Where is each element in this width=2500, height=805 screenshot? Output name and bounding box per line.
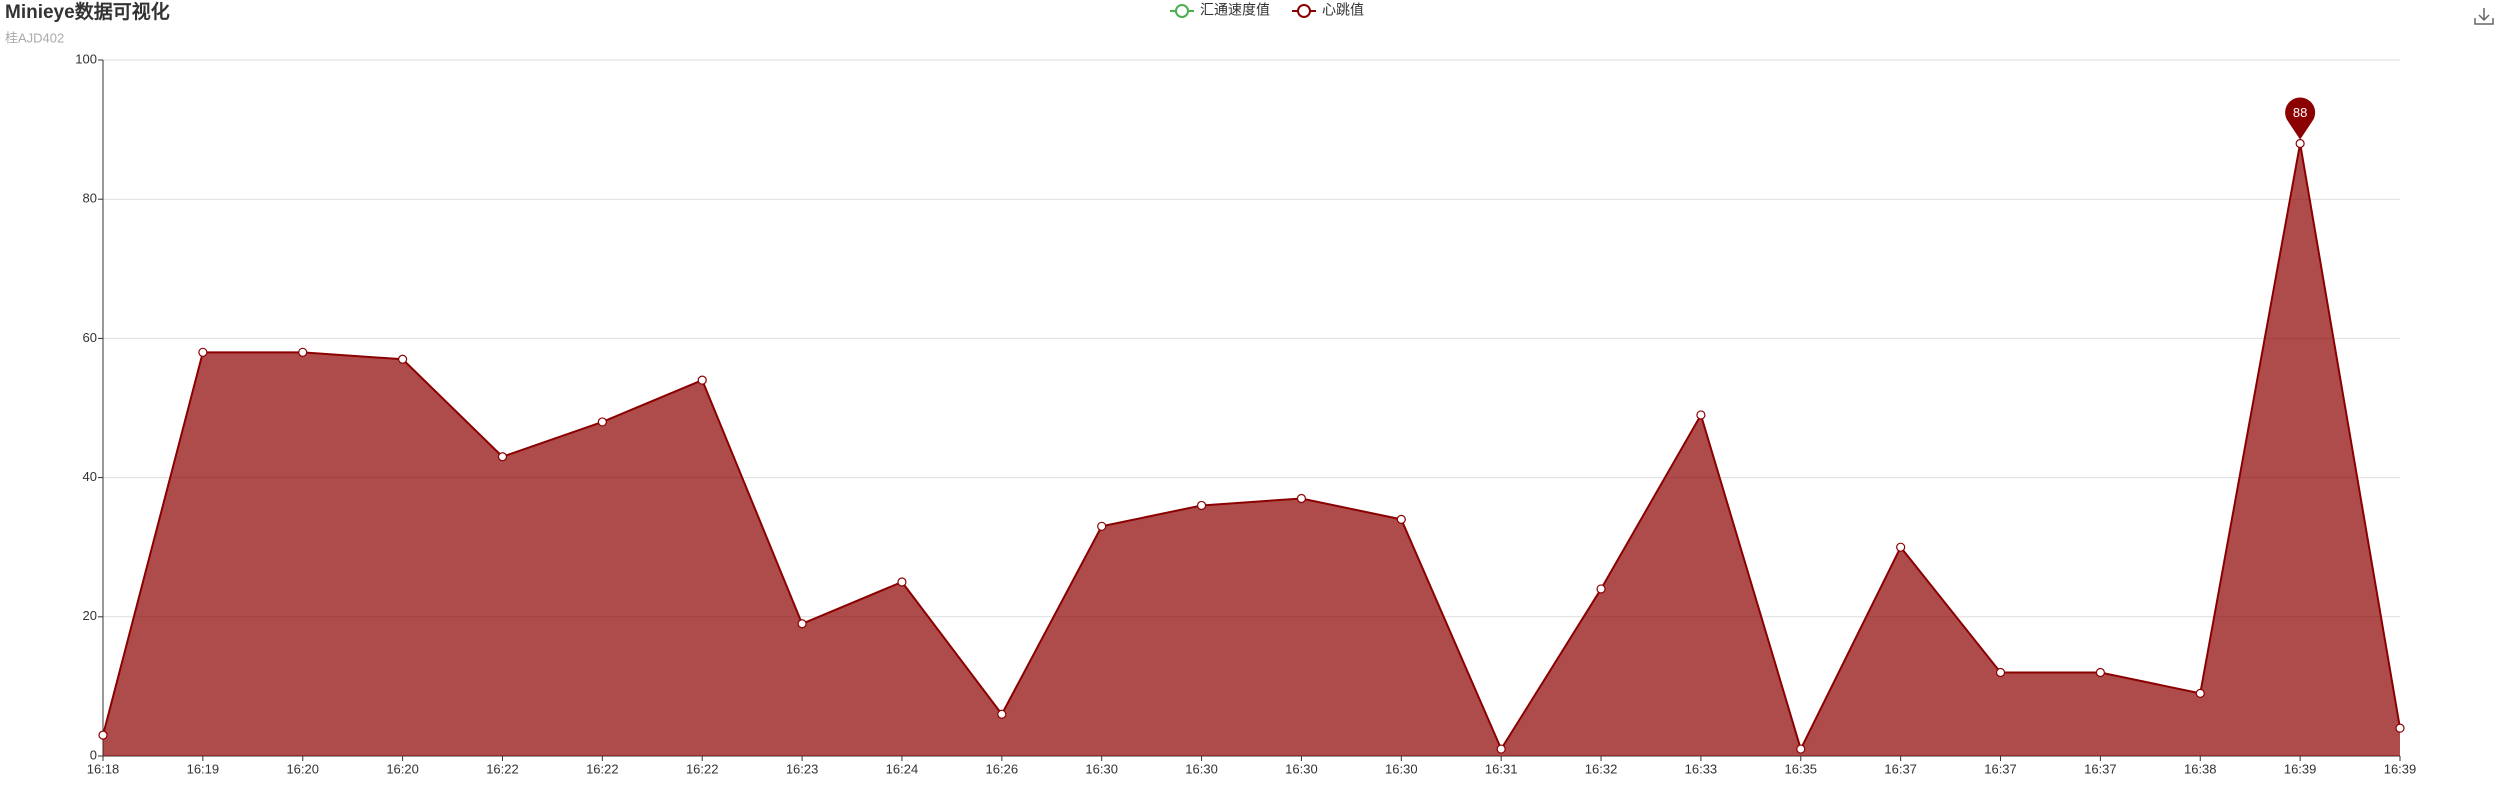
point (797, 619, 807, 629)
x-tick-label: 16:32 (1585, 761, 1618, 776)
point (1496, 744, 1506, 754)
x-tick-label: 16:31 (1485, 761, 1518, 776)
point (1896, 542, 1906, 552)
legend-symbol (1175, 4, 1189, 18)
x-tick-label: 16:35 (1785, 761, 1818, 776)
y-tick-label: 20 (83, 608, 97, 623)
x-tick-label: 16:19 (187, 761, 220, 776)
download-glyph[interactable] (2474, 8, 2494, 25)
point (2095, 667, 2105, 678)
point (298, 347, 308, 357)
max-pin (2285, 97, 2316, 140)
x-tick-label: 16:37 (2084, 761, 2117, 776)
point (398, 354, 408, 364)
legend-label: 汇通速度值 (1200, 2, 1270, 18)
x-tick-label: 16:30 (1085, 761, 1118, 776)
chart-subtitle: 桂AJD402 (5, 30, 64, 45)
point (997, 709, 1007, 719)
legend-symbol (1297, 4, 1311, 18)
x-tick-label: 16:37 (1984, 761, 2017, 776)
area (103, 143, 2400, 756)
legend-label: 心跳值 (1322, 2, 1364, 18)
x-tick-label: 16:39 (2384, 761, 2417, 776)
point (98, 730, 108, 740)
x-tick-label: 16:26 (986, 761, 1019, 776)
x-tick-label: 16:30 (1385, 761, 1418, 776)
x-tick-label: 16:23 (786, 761, 819, 776)
point (497, 452, 508, 462)
point (198, 347, 208, 357)
x-tick-label: 16:22 (486, 761, 519, 776)
point (2295, 138, 2305, 149)
x-tick-label: 16:22 (686, 761, 719, 776)
x-tick-label: 16:39 (2284, 761, 2317, 776)
x-tick-label: 16:18 (87, 761, 120, 776)
x-tick-label: 16:38 (2184, 761, 2217, 776)
point (1796, 744, 1806, 754)
x-tick-label: 16:20 (286, 761, 319, 776)
y-tick-label: 80 (83, 191, 97, 206)
point (1196, 500, 1207, 511)
x-tick-label: 16:20 (386, 761, 419, 776)
y-tick-label: 60 (83, 330, 97, 345)
point (1296, 493, 1307, 504)
max-label: 88 (2293, 105, 2307, 120)
point (2195, 688, 2205, 698)
y-tick-label: 0 (90, 747, 97, 762)
x-tick-label: 16:37 (1884, 761, 1917, 776)
point (1696, 410, 1706, 420)
x-tick-label: 16:22 (586, 761, 619, 776)
point (1995, 667, 2006, 678)
x-tick-label: 16:30 (1285, 761, 1318, 776)
chart-title: Minieye数据可视化 (5, 0, 170, 23)
x-tick-label: 16:30 (1185, 761, 1218, 776)
point (897, 577, 907, 587)
y-tick-label: 100 (75, 51, 97, 66)
x-tick-label: 16:33 (1685, 761, 1718, 776)
point (1396, 514, 1406, 524)
point (1596, 584, 1606, 594)
download-icon[interactable] (2474, 8, 2494, 25)
point (1097, 521, 1107, 531)
y-tick-label: 40 (83, 469, 97, 484)
point (2395, 723, 2405, 733)
point (597, 417, 607, 427)
point (697, 375, 707, 385)
line (102, 143, 2401, 752)
x-tick-label: 16:24 (886, 761, 919, 776)
